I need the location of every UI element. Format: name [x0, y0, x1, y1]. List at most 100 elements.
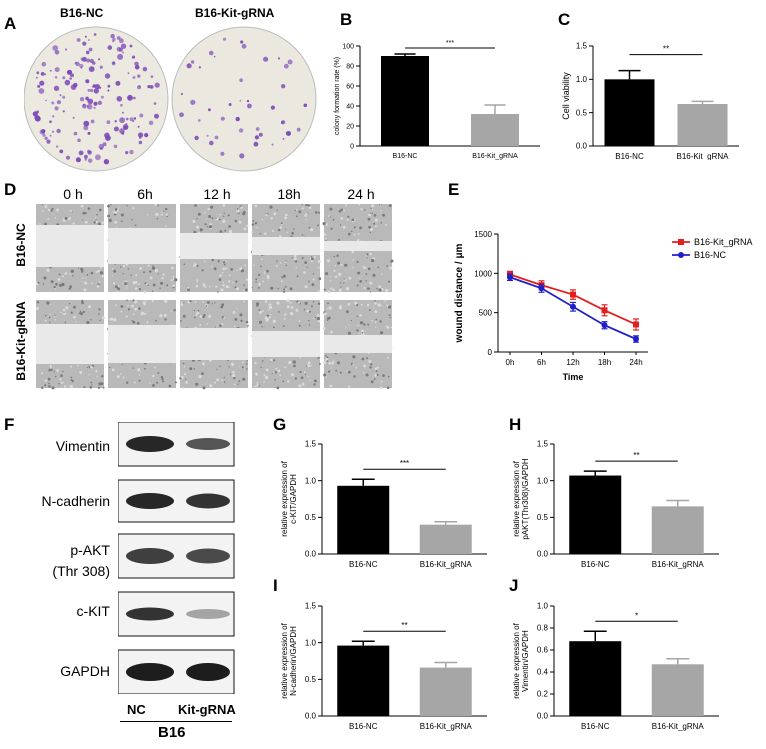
cell-speck — [311, 283, 315, 286]
category-label: B16-NC — [581, 560, 610, 569]
colony — [55, 145, 59, 148]
cell-speck — [193, 368, 196, 370]
data-point — [538, 285, 545, 292]
cell-speck — [379, 386, 383, 390]
cell-speck — [132, 367, 134, 369]
cell-speck — [222, 215, 225, 217]
cell-speck — [357, 233, 360, 235]
y-tick-label: 500 — [479, 309, 493, 318]
cell-speck — [325, 355, 327, 357]
cell-speck — [64, 272, 68, 275]
cell-speck — [285, 264, 288, 266]
cell-speck — [284, 261, 287, 263]
cell-speck — [195, 313, 198, 316]
cell-speck — [132, 281, 136, 285]
cell-speck — [317, 302, 321, 305]
cell-speck — [246, 360, 248, 362]
cell-speck — [58, 273, 61, 276]
colony — [90, 88, 94, 93]
band-nc — [126, 436, 174, 452]
cell-speck — [70, 269, 74, 273]
cell-speck — [228, 286, 230, 288]
cell-speck — [314, 316, 316, 319]
cell-speck — [221, 379, 224, 382]
cell-speck — [111, 268, 114, 270]
cell-speck — [366, 253, 369, 256]
cell-speck — [172, 275, 175, 278]
colony — [51, 101, 55, 105]
colony — [65, 155, 71, 160]
category-label: B16-Kit_gRNA — [472, 153, 518, 160]
cell-speck — [332, 219, 335, 221]
cell-speck — [126, 205, 128, 207]
cell-speck — [94, 217, 97, 219]
cell-speck — [152, 265, 154, 267]
cell-speck — [222, 219, 226, 223]
cell-speck — [376, 288, 378, 290]
cell-speck — [95, 271, 98, 273]
cell-speck — [379, 320, 382, 323]
cell-speck — [63, 311, 65, 313]
colony — [137, 74, 141, 78]
cell-speck — [179, 377, 182, 380]
cell-speck — [85, 277, 87, 279]
cell-speck — [374, 300, 376, 302]
colony — [79, 63, 84, 69]
cell-speck — [53, 315, 56, 318]
cell-speck — [351, 218, 355, 222]
cell-speck — [211, 217, 214, 220]
cell-speck — [375, 326, 377, 329]
y-axis-label-line2: pAKT(Thr308)/GAPDH — [521, 458, 530, 540]
cell-speck — [271, 229, 275, 232]
cell-speck — [93, 221, 96, 224]
colony — [88, 47, 93, 52]
significance-label: *** — [400, 459, 409, 468]
cell-speck — [170, 279, 173, 282]
cell-speck — [295, 215, 298, 218]
cell-speck — [379, 204, 382, 206]
colony — [99, 147, 103, 150]
cell-speck — [117, 287, 120, 291]
colony — [116, 36, 121, 40]
cell-speck — [356, 284, 359, 287]
cell-speck — [373, 214, 377, 217]
cell-speck — [44, 319, 47, 322]
cell-speck — [182, 387, 185, 389]
colony — [62, 110, 65, 113]
cell-speck — [214, 302, 216, 304]
cell-speck — [234, 318, 238, 321]
cell-speck — [228, 366, 230, 368]
y-tick-label: 1.5 — [305, 440, 317, 449]
cell-speck — [353, 226, 356, 229]
cell-speck — [107, 214, 110, 218]
cell-speck — [368, 213, 372, 217]
colony — [104, 132, 110, 139]
colony — [271, 143, 274, 146]
panel-label-g: G — [273, 415, 287, 434]
cell-speck — [236, 208, 239, 210]
cell-speck — [388, 375, 390, 378]
cell-speck — [79, 370, 83, 374]
cell-speck — [164, 318, 167, 321]
colony — [106, 120, 111, 125]
x-axis-label: Time — [563, 372, 584, 382]
cell-speck — [287, 380, 290, 383]
cell-speck — [99, 283, 101, 285]
category-label: B16-NC — [349, 722, 378, 731]
cell-speck — [193, 230, 197, 234]
cell-speck — [198, 375, 202, 379]
cell-speck — [131, 219, 133, 221]
colony — [85, 96, 89, 101]
colony — [112, 40, 115, 43]
cell-speck — [58, 383, 60, 385]
protein-label-p-akt: p-AKT — [70, 542, 110, 558]
cell-speck — [340, 263, 343, 266]
cell-speck — [289, 301, 292, 304]
cell-speck — [263, 381, 265, 383]
cell-speck — [80, 204, 84, 208]
colony — [150, 75, 154, 78]
cell-speck — [329, 275, 331, 277]
cell-speck — [113, 269, 117, 273]
cell-speck — [359, 314, 362, 317]
cell-speck — [195, 382, 199, 386]
